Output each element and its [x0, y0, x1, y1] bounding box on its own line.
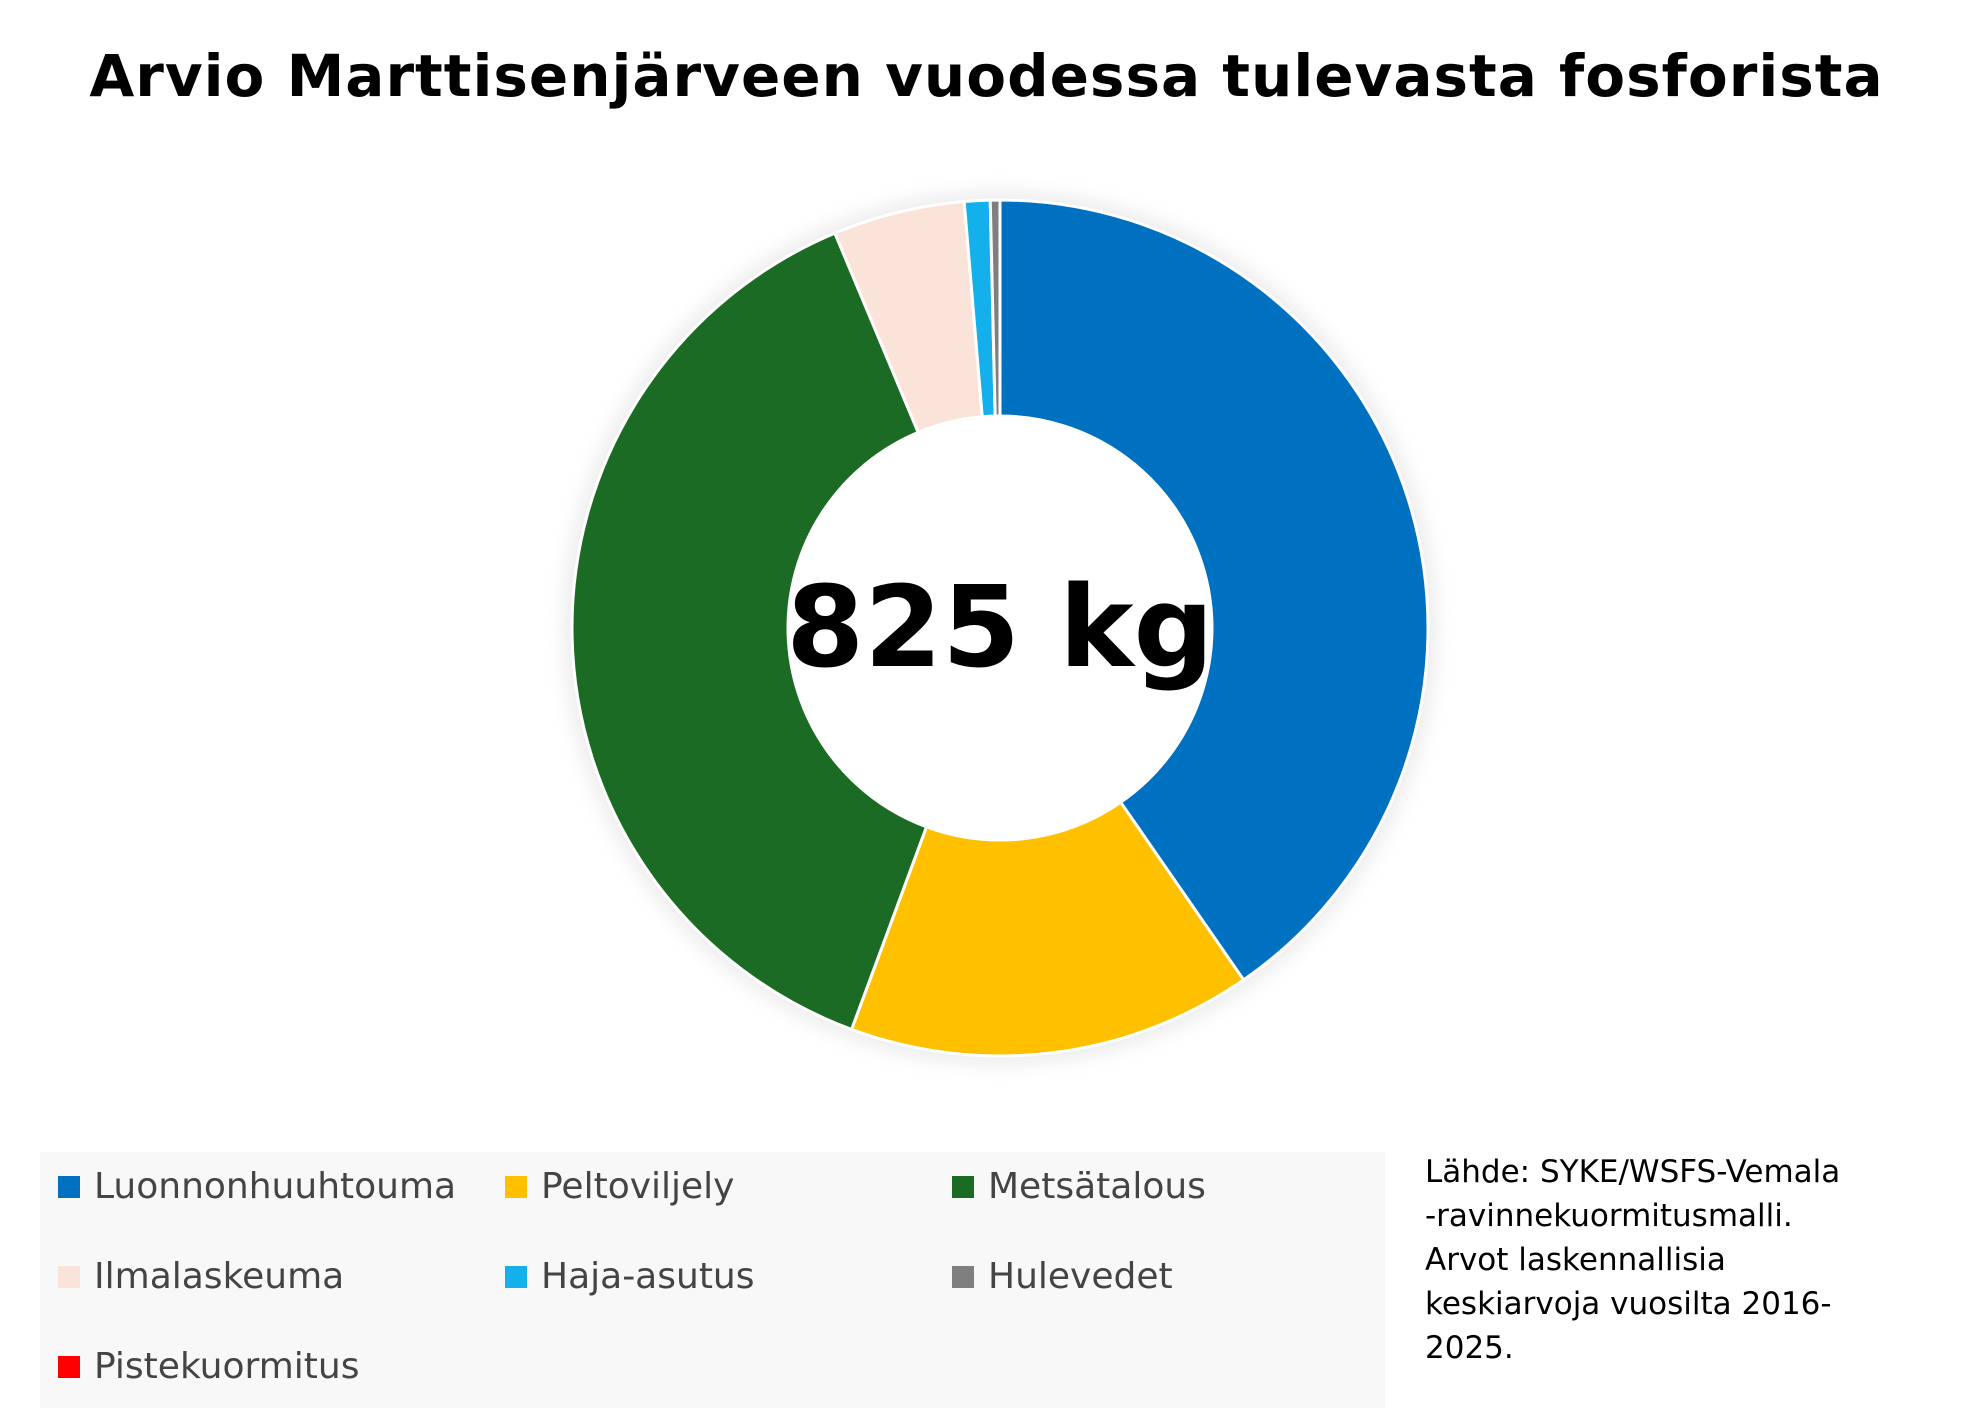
legend: Luonnonhuuhtouma Peltoviljely Metsätalou…	[40, 1152, 1385, 1408]
legend-item-peltoviljely: Peltoviljely	[505, 1166, 734, 1207]
legend-item-luonnonhuuhtouma: Luonnonhuuhtouma	[58, 1166, 456, 1207]
legend-label: Hulevedet	[988, 1256, 1173, 1297]
legend-label: Peltoviljely	[541, 1166, 735, 1207]
legend-label: Ilmalaskeuma	[94, 1256, 345, 1297]
legend-swatch	[505, 1175, 527, 1198]
source-line: -ravinnekuormitusmalli.	[1425, 1198, 1793, 1234]
legend-item-metsatalous: Metsätalous	[952, 1166, 1206, 1207]
legend-label: Haja-asutus	[541, 1256, 755, 1297]
donut-hole	[788, 416, 1212, 840]
legend-item-haja-asutus: Haja-asutus	[505, 1256, 755, 1297]
legend-swatch	[58, 1175, 80, 1198]
chart-title: Arvio Marttisenjärveen vuodessa tulevast…	[89, 42, 1884, 110]
total-label: 825 kg	[786, 563, 1213, 693]
source-line: Arvot laskennallisia	[1425, 1242, 1726, 1278]
legend-swatch	[505, 1265, 527, 1288]
legend-label: Pistekuormitus	[94, 1346, 360, 1387]
source-note: Lähde: SYKE/WSFS-Vemala -ravinnekuormitu…	[1425, 1150, 1945, 1370]
legend-label: Metsätalous	[988, 1166, 1206, 1207]
legend-label: Luonnonhuuhtouma	[94, 1166, 457, 1207]
source-line: 2025.	[1425, 1330, 1514, 1366]
donut-slice-luonnonhuuhtouma	[998, 198, 1430, 983]
source-line: keskiarvoja vuosilta 2016-	[1425, 1286, 1832, 1322]
legend-swatch	[952, 1175, 974, 1198]
legend-item-hulevedet: Hulevedet	[952, 1256, 1173, 1297]
donut-slices	[570, 198, 1430, 1058]
legend-item-pistekuormitus: Pistekuormitus	[58, 1346, 359, 1387]
source-line: Lähde: SYKE/WSFS-Vemala	[1425, 1154, 1841, 1190]
legend-item-ilmalaskeuma: Ilmalaskeuma	[58, 1256, 344, 1297]
legend-swatch	[58, 1265, 80, 1288]
legend-swatch	[58, 1355, 80, 1378]
legend-swatch	[952, 1265, 974, 1288]
